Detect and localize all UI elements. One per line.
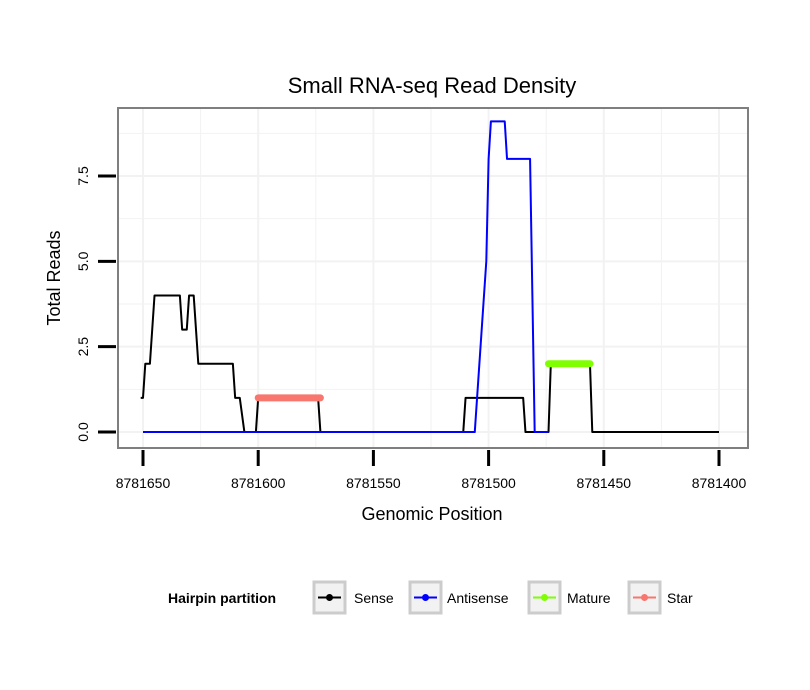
chart-title: Small RNA-seq Read Density bbox=[288, 73, 577, 98]
axes-layer: 8781650 8781600 8781550 8781500 8781450 87814… bbox=[75, 166, 746, 491]
series-line-sense bbox=[140, 294, 719, 433]
legend-key-dot bbox=[541, 594, 548, 601]
x-tick-label: 8781500 bbox=[461, 475, 516, 491]
series-line-antisense bbox=[143, 120, 549, 433]
x-tick-label: 8781400 bbox=[692, 475, 747, 491]
y-tick-label: 2.5 bbox=[75, 337, 91, 357]
legend-label-antisense: Antisense bbox=[447, 590, 509, 606]
legend: Hairpin partition Sense Antisense Mature St… bbox=[168, 580, 693, 615]
legend-label-star: Star bbox=[667, 590, 693, 606]
legend-key-dot bbox=[326, 594, 333, 601]
legend-label-mature: Mature bbox=[567, 590, 611, 606]
x-tick-label: 8781650 bbox=[116, 475, 171, 491]
y-axis-title: Total Reads bbox=[44, 230, 64, 325]
plot-panel-border bbox=[117, 107, 749, 449]
series-layer bbox=[140, 120, 719, 433]
legend-key-dot bbox=[641, 594, 648, 601]
legend-title: Hairpin partition bbox=[168, 590, 276, 606]
x-tick-label: 8781550 bbox=[346, 475, 401, 491]
grid-layer bbox=[118, 108, 748, 448]
x-tick-label: 8781450 bbox=[577, 475, 632, 491]
y-tick-label: 5.0 bbox=[75, 251, 91, 271]
x-axis-title: Genomic Position bbox=[361, 504, 502, 524]
legend-key-dot bbox=[422, 594, 429, 601]
legend-label-sense: Sense bbox=[354, 590, 394, 606]
y-tick-label: 0.0 bbox=[75, 422, 91, 442]
x-tick-label: 8781600 bbox=[231, 475, 286, 491]
y-tick-label: 7.5 bbox=[75, 166, 91, 186]
